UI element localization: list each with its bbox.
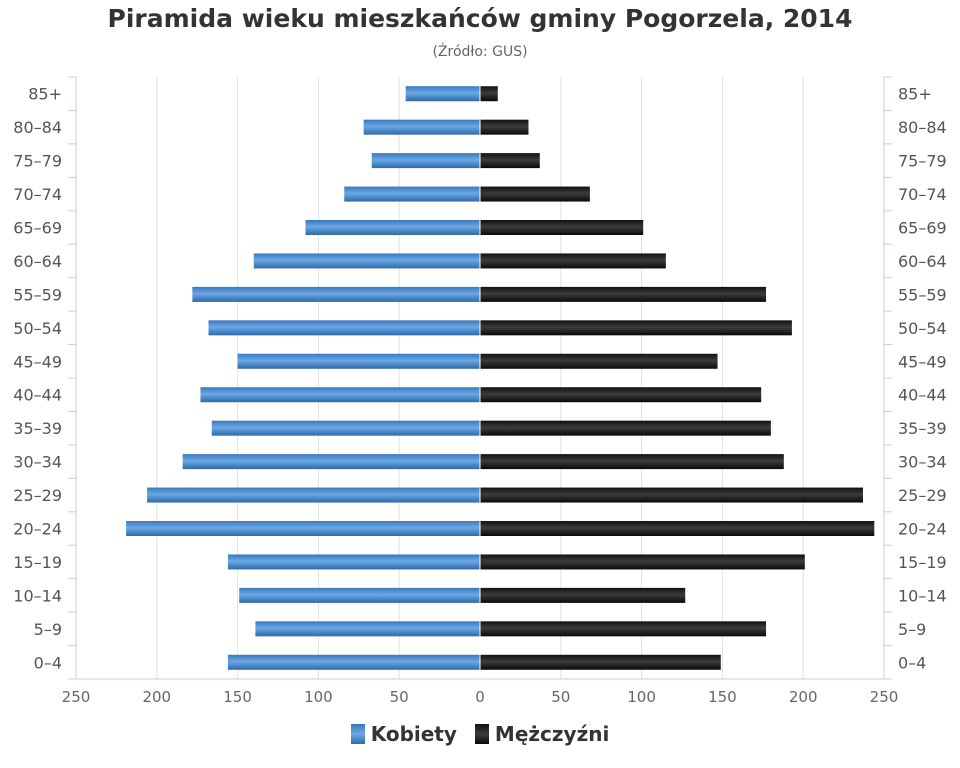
y-tick-label-right: 30–34 <box>898 453 947 472</box>
chart-subtitle: (Źródło: GUS) <box>432 44 528 60</box>
y-tick-label-right: 70–74 <box>898 185 947 204</box>
bar-kobiety[interactable] <box>237 353 480 369</box>
bar-kobiety[interactable] <box>255 621 480 637</box>
bar-kobiety[interactable] <box>305 220 480 235</box>
y-tick-label-left: 15–19 <box>13 553 62 572</box>
bar-mezczyzni[interactable] <box>480 119 529 135</box>
y-tick-label-right: 60–64 <box>898 252 947 271</box>
y-tick-label-right: 15–19 <box>898 553 947 572</box>
bar-kobiety[interactable] <box>227 554 480 570</box>
bar-mezczyzni[interactable] <box>480 454 784 470</box>
bar-kobiety[interactable] <box>182 454 480 470</box>
bar-mezczyzni[interactable] <box>480 387 762 403</box>
y-tick-label-right: 85+ <box>898 85 932 104</box>
bar-mezczyzni[interactable] <box>480 420 771 436</box>
bar-kobiety[interactable] <box>344 186 480 202</box>
y-tick-label-right: 20–24 <box>898 520 947 539</box>
bars <box>126 77 875 679</box>
legend: Kobiety Mężczyźni <box>0 722 960 746</box>
bar-kobiety[interactable] <box>405 86 480 102</box>
bar-kobiety[interactable] <box>371 153 480 169</box>
y-tick-label-left: 75–79 <box>13 152 62 171</box>
bar-mezczyzni[interactable] <box>480 186 590 202</box>
bar-kobiety[interactable] <box>363 119 480 135</box>
legend-swatch-kobiety <box>350 724 365 744</box>
bar-kobiety[interactable] <box>200 387 480 403</box>
bar-mezczyzni[interactable] <box>480 621 767 637</box>
y-tick-label-left: 35–39 <box>13 419 62 438</box>
y-tick-label-left: 0–4 <box>34 653 62 672</box>
bar-kobiety[interactable] <box>208 320 480 336</box>
y-tick-label-right: 50–54 <box>898 319 947 338</box>
bar-mezczyzni[interactable] <box>480 320 792 336</box>
y-tick-label-left: 70–74 <box>13 185 62 204</box>
y-tick-label-left: 10–14 <box>13 586 62 605</box>
y-tick-label-left: 50–54 <box>13 319 62 338</box>
x-tick-label: 100 <box>304 688 333 706</box>
y-tick-label-left: 85+ <box>28 85 62 104</box>
legend-label-kobiety: Kobiety <box>370 722 457 746</box>
y-tick-label-right: 55–59 <box>898 285 947 304</box>
x-tick-label: 250 <box>870 688 899 706</box>
bar-mezczyzni[interactable] <box>480 220 644 235</box>
tick-labels: 250 200 150 100 50 0 50 100 150 200 250 85+ 85+ 80–84… <box>13 85 946 706</box>
bar-mezczyzni[interactable] <box>480 487 863 503</box>
legend-swatch-mezczyzni <box>474 724 489 744</box>
bar-kobiety[interactable] <box>192 286 481 302</box>
x-tick-label: 50 <box>390 688 409 706</box>
bar-mezczyzni[interactable] <box>480 153 540 169</box>
bar-kobiety[interactable] <box>147 487 480 503</box>
chart-title: Piramida wieku mieszkańców gminy Pogorze… <box>107 4 853 33</box>
bar-kobiety[interactable] <box>211 420 480 436</box>
y-tick-label-left: 65–69 <box>13 219 62 238</box>
y-tick-label-right: 5–9 <box>898 620 926 639</box>
grid-lines <box>156 77 804 679</box>
x-tick-label: 250 <box>62 688 91 706</box>
bar-mezczyzni[interactable] <box>480 353 718 369</box>
y-tick-label-left: 45–49 <box>13 352 62 371</box>
y-tick-label-right: 35–39 <box>898 419 947 438</box>
y-tick-label-right: 45–49 <box>898 352 947 371</box>
bar-kobiety[interactable] <box>253 253 480 269</box>
y-tick-label-right: 65–69 <box>898 219 947 238</box>
y-tick-label-right: 40–44 <box>898 386 947 405</box>
x-tick-label: 0 <box>475 688 485 706</box>
bar-kobiety[interactable] <box>227 654 480 670</box>
bar-mezczyzni[interactable] <box>480 554 805 570</box>
y-tick-label-left: 25–29 <box>13 486 62 505</box>
x-tick-label: 50 <box>551 688 570 706</box>
y-tick-label-right: 0–4 <box>898 653 926 672</box>
x-tick-label: 200 <box>789 688 818 706</box>
x-tick-label: 150 <box>223 688 252 706</box>
y-tick-label-right: 75–79 <box>898 152 947 171</box>
bar-mezczyzni[interactable] <box>480 253 666 269</box>
y-tick-label-left: 20–24 <box>13 520 62 539</box>
bar-mezczyzni[interactable] <box>480 86 498 102</box>
legend-item-mezczyzni[interactable]: Mężczyźni <box>474 722 610 746</box>
legend-item-kobiety[interactable]: Kobiety <box>350 722 457 746</box>
bar-kobiety[interactable] <box>239 587 480 603</box>
y-tick-label-left: 5–9 <box>34 620 62 639</box>
y-tick-label-left: 80–84 <box>13 118 62 137</box>
x-tick-label: 100 <box>627 688 656 706</box>
x-tick-label: 200 <box>142 688 171 706</box>
y-tick-label-left: 40–44 <box>13 386 62 405</box>
y-tick-label-left: 60–64 <box>13 252 62 271</box>
y-tick-label-left: 30–34 <box>13 453 62 472</box>
bar-mezczyzni[interactable] <box>480 521 875 536</box>
bar-mezczyzni[interactable] <box>480 286 767 302</box>
bar-mezczyzni[interactable] <box>480 587 686 603</box>
y-tick-label-right: 10–14 <box>898 586 947 605</box>
legend-label-mezczyzni: Mężczyźni <box>494 722 610 746</box>
x-tick-label: 150 <box>708 688 737 706</box>
bar-kobiety[interactable] <box>126 521 480 536</box>
y-tick-label-left: 55–59 <box>13 285 62 304</box>
bar-mezczyzni[interactable] <box>480 654 721 670</box>
y-tick-label-right: 80–84 <box>898 118 947 137</box>
y-tick-label-right: 25–29 <box>898 486 947 505</box>
